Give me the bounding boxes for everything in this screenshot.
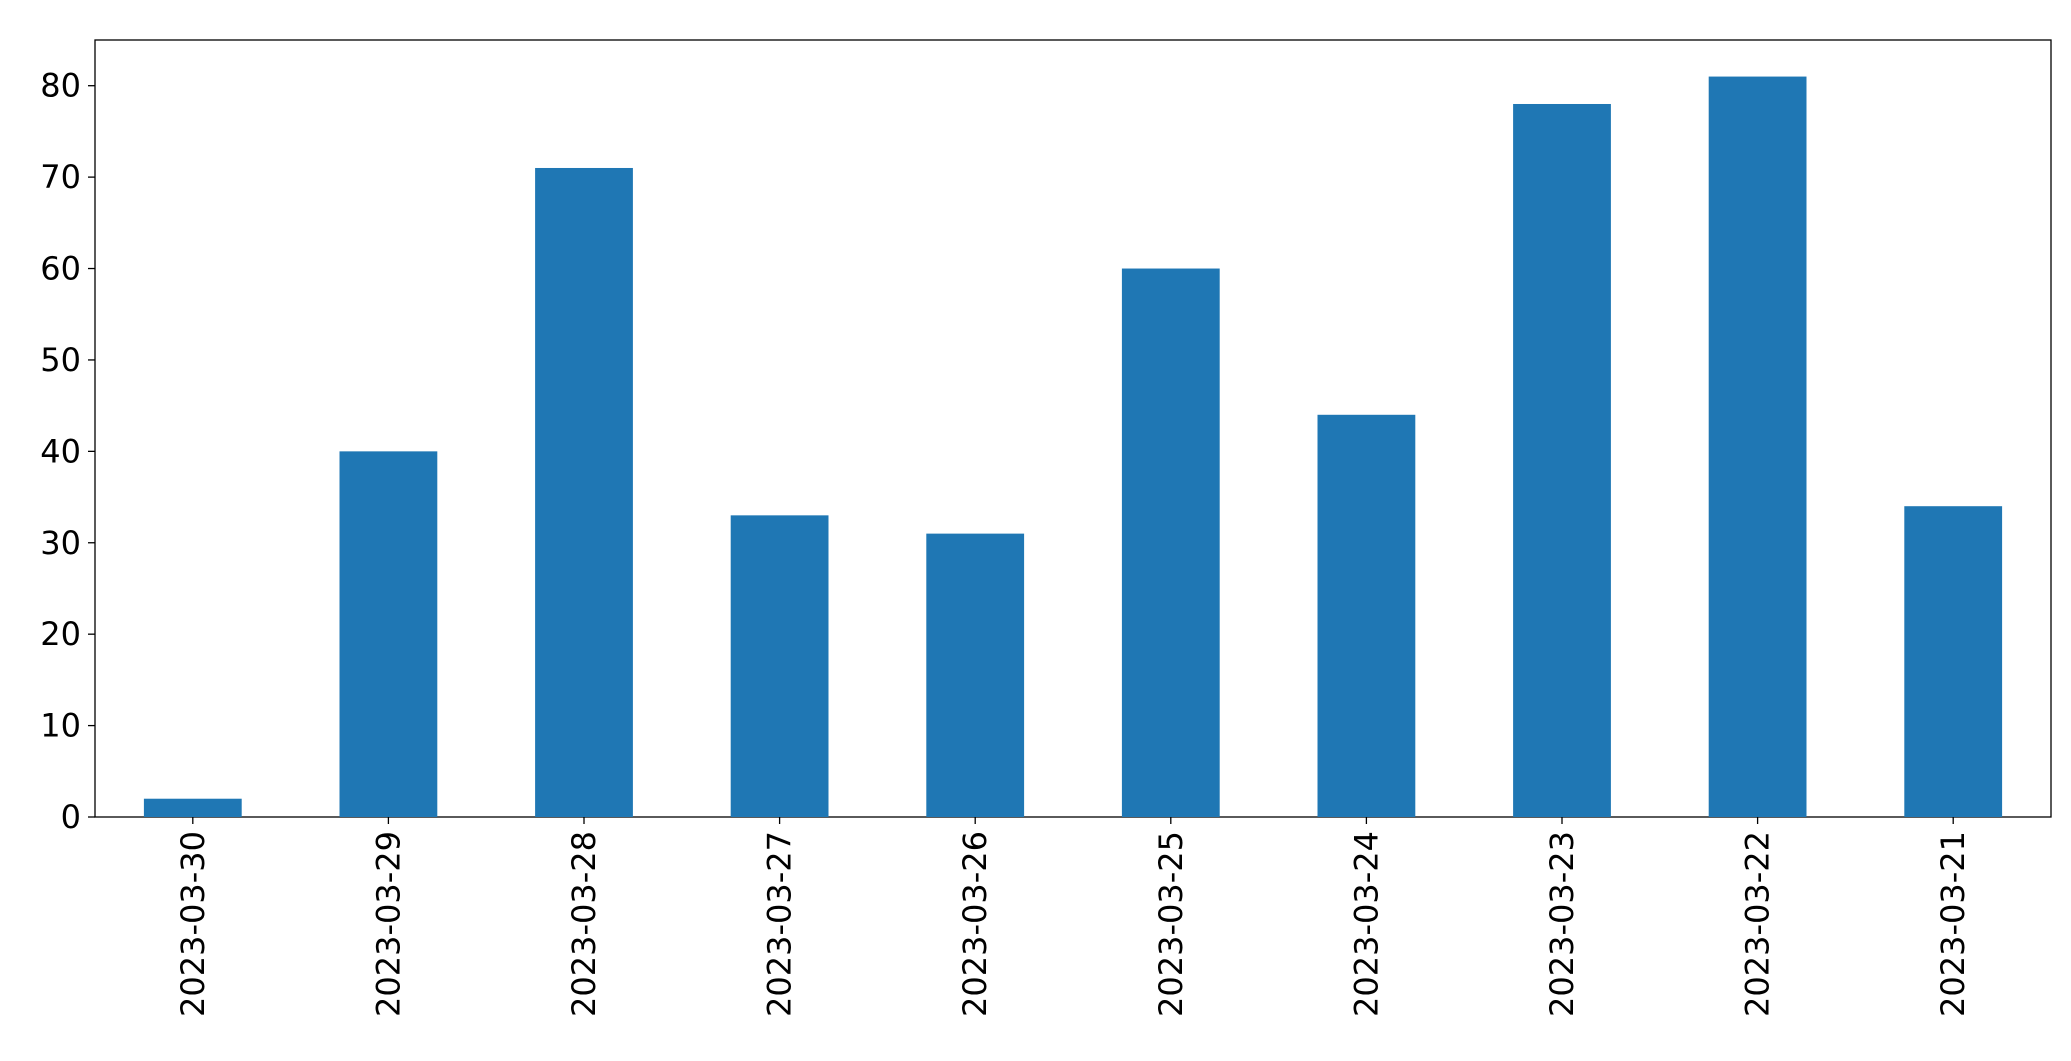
x-tick-label: 2023-03-25	[1152, 831, 1190, 1017]
y-tick-label: 40	[40, 432, 81, 470]
y-tick-label: 70	[40, 158, 81, 196]
bar	[1317, 414, 1416, 817]
y-tick-label: 80	[40, 67, 81, 105]
bar	[1904, 506, 2003, 817]
y-tick-label: 60	[40, 250, 81, 288]
y-tick-label: 20	[40, 615, 81, 653]
bar	[1708, 76, 1807, 818]
y-tick-label: 0	[61, 798, 81, 836]
x-tick-label: 2023-03-30	[174, 831, 212, 1017]
bar	[1513, 103, 1611, 818]
bar	[143, 798, 242, 817]
plot-frame	[94, 39, 2052, 818]
x-tick-label: 2023-03-28	[565, 831, 603, 1017]
y-tick-label: 10	[40, 707, 81, 745]
x-tick-label: 2023-03-24	[1347, 831, 1385, 1017]
bar	[339, 451, 438, 817]
bar	[926, 533, 1025, 817]
x-tick-label: 2023-03-27	[761, 831, 799, 1017]
bar	[730, 515, 829, 817]
y-tick-label: 50	[40, 341, 81, 379]
x-tick-label: 2023-03-29	[369, 831, 407, 1017]
x-tick-label: 2023-03-26	[956, 831, 994, 1017]
x-tick-label: 2023-03-23	[1543, 831, 1581, 1017]
bar	[535, 167, 633, 818]
y-tick-label: 30	[40, 524, 81, 562]
x-tick-label: 2023-03-22	[1739, 831, 1777, 1017]
x-tick-label: 2023-03-21	[1934, 831, 1972, 1017]
bar	[1121, 268, 1220, 817]
